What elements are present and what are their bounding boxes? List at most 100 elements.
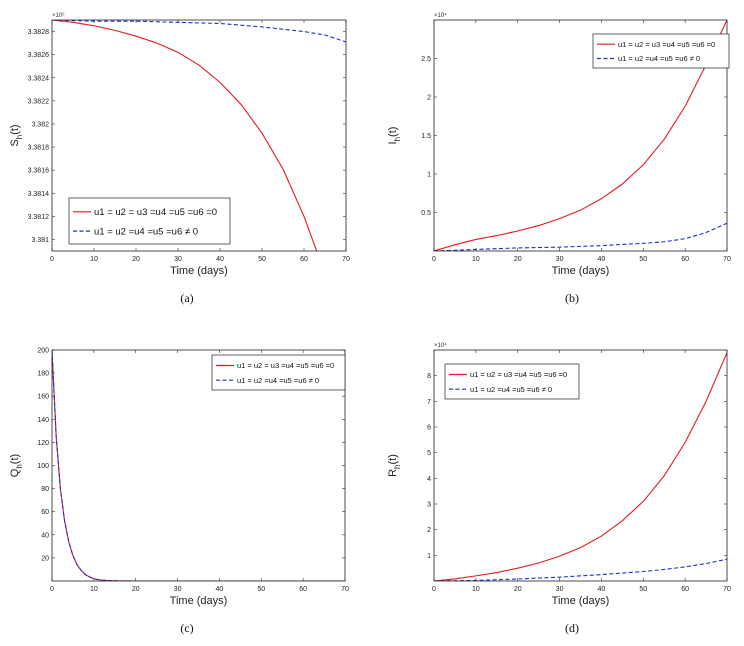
x-tick-label: 30 [174,586,182,593]
legend-box [211,354,346,391]
y-tick-label: 3.3812 [28,214,50,221]
x-axis-label: Time (days) [552,595,610,607]
y-tick-label: 3.382 [31,121,49,128]
x-axis-label: Time (days) [170,595,228,607]
legend-box [444,363,580,400]
y-tick-label: 0.5 [421,210,431,217]
y-axis-label: Ih(t) [387,127,402,145]
legend-entry-label: u1 = u2 =u4 =u5 =u6 ≠ 0 [470,385,552,394]
axis-multiplier: ×10⁴ [434,12,447,19]
y-axis-label: Rh(t) [387,454,402,477]
y-axis-label: Sh(t) [9,124,24,146]
legend-box [592,33,730,69]
x-tick-label: 60 [681,256,689,263]
x-tick-label: 50 [639,586,647,593]
y-tick-label: 5 [427,450,431,457]
axis-multiplier: ×10⁶ [52,12,65,19]
legend-entry-label: u1 = u2 =u4 =u5 =u6 ≠ 0 [618,54,700,63]
legend-entry-label: u1 = u2 =u4 =u5 =u6 ≠ 0 [237,376,319,385]
y-tick-label: 7 [427,399,431,406]
y-tick-label: 2 [427,527,431,534]
x-tick-label: 60 [681,586,689,593]
panel-caption: (b) [565,291,579,305]
y-axis-label-sub: h [15,135,24,139]
x-tick-label: 40 [216,256,224,263]
chart-panel-b: 0 10 20 30 40 50 60 70 0.5 1 1.5 2 2.5 ×10⁴ Time (days… [387,12,731,305]
y-tick-label: 4 [427,476,431,483]
x-tick-label: 10 [472,256,480,263]
x-tick-label: 50 [257,586,265,593]
y-axis-label-main: Q [9,468,21,477]
series-line-controlled [434,558,727,581]
chart-panel-a: 0 10 20 30 40 50 60 70 3.381 3.3812 3.3814 3.3816 3.… [9,12,350,305]
y-tick-label: 160 [37,394,49,401]
y-axis-label-tail: (t) [387,454,399,464]
y-tick-label: 3.3816 [28,168,50,175]
y-tick-label: 1.5 [421,133,431,140]
series-line-no-control [52,20,346,251]
chart-panel-c: 0 10 20 30 40 50 60 70 20 40 60 80 100 120 140 160 180 20… [9,348,349,636]
y-axis-label-tail: (t) [387,127,399,137]
x-axis-label: Time (days) [552,265,610,277]
y-tick-label: 120 [37,440,49,447]
panel-caption: (d) [565,621,579,635]
legend: u1 = u2 = u3 =u4 =u5 =u6 =0 u1 = u2 =u4 =… [68,197,231,245]
y-tick-label: 40 [41,532,49,539]
x-tick-label: 60 [300,256,308,263]
y-axis-label-main: R [387,469,399,477]
chart-panel-d: 0 10 20 30 40 50 60 70 1 2 3 4 5 6 7 8 ×10⁴ Time (days) Rh… [387,342,731,635]
x-tick-label: 70 [341,586,349,593]
y-tick-label: 3.3818 [28,145,50,152]
y-tick-label: 80 [41,486,49,493]
y-tick-label: 200 [37,348,49,355]
x-tick-label: 30 [174,256,182,263]
y-tick-label: 1 [427,172,431,179]
x-tick-label: 40 [216,586,224,593]
x-tick-label: 70 [723,256,731,263]
y-tick-label: 1 [427,553,431,560]
x-tick-label: 30 [556,256,564,263]
x-tick-label: 0 [50,256,54,263]
x-tick-label: 0 [50,586,54,593]
plot-frame [51,349,346,582]
y-tick-label: 3 [427,502,431,509]
y-tick-label: 3.3824 [28,75,50,82]
x-tick-label: 20 [132,256,140,263]
y-axis-label-sub: h [15,464,24,468]
plot-frame [51,19,347,252]
y-axis-label-sub: h [393,464,402,468]
y-tick-label: 3.381 [31,237,49,244]
y-tick-label: 2.5 [421,56,431,63]
y-tick-label: 140 [37,417,49,424]
axis-multiplier: ×10⁴ [434,342,447,349]
y-axis-label-tail: (t) [9,454,21,464]
x-tick-label: 20 [514,586,522,593]
plot-frame [433,19,728,252]
y-tick-label: 20 [41,555,49,562]
y-tick-label: 8 [427,373,431,380]
x-tick-label: 50 [639,256,647,263]
y-tick-label: 2 [427,95,431,102]
panel-caption: (c) [180,621,193,635]
x-tick-label: 10 [472,586,480,593]
y-axis-label-main: S [9,139,21,146]
series-line-no-control [434,352,727,581]
y-tick-label: 3.3822 [28,98,50,105]
y-tick-label: 3.3828 [28,29,50,36]
y-axis-label: Qh(t) [9,454,24,477]
x-axis-label: Time (days) [170,265,228,277]
x-tick-label: 10 [90,256,98,263]
legend-entry-label: u1 = u2 = u3 =u4 =u5 =u6 =0 [470,370,567,379]
series-line-controlled [52,20,346,43]
x-tick-label: 20 [132,586,140,593]
y-axis-label-sub: h [393,137,402,141]
y-axis-label-main: I [387,141,399,144]
x-tick-label: 40 [598,256,606,263]
legend-entry-label: u1 = u2 = u3 =u4 =u5 =u6 =0 [94,207,217,218]
x-tick-label: 0 [432,256,436,263]
x-tick-label: 70 [723,586,731,593]
y-tick-label: 3.3826 [28,52,50,59]
x-tick-label: 40 [598,586,606,593]
legend-entry-label: u1 = u2 = u3 =u4 =u5 =u6 =0 [618,40,715,49]
y-axis-label-tail: (t) [9,124,21,134]
